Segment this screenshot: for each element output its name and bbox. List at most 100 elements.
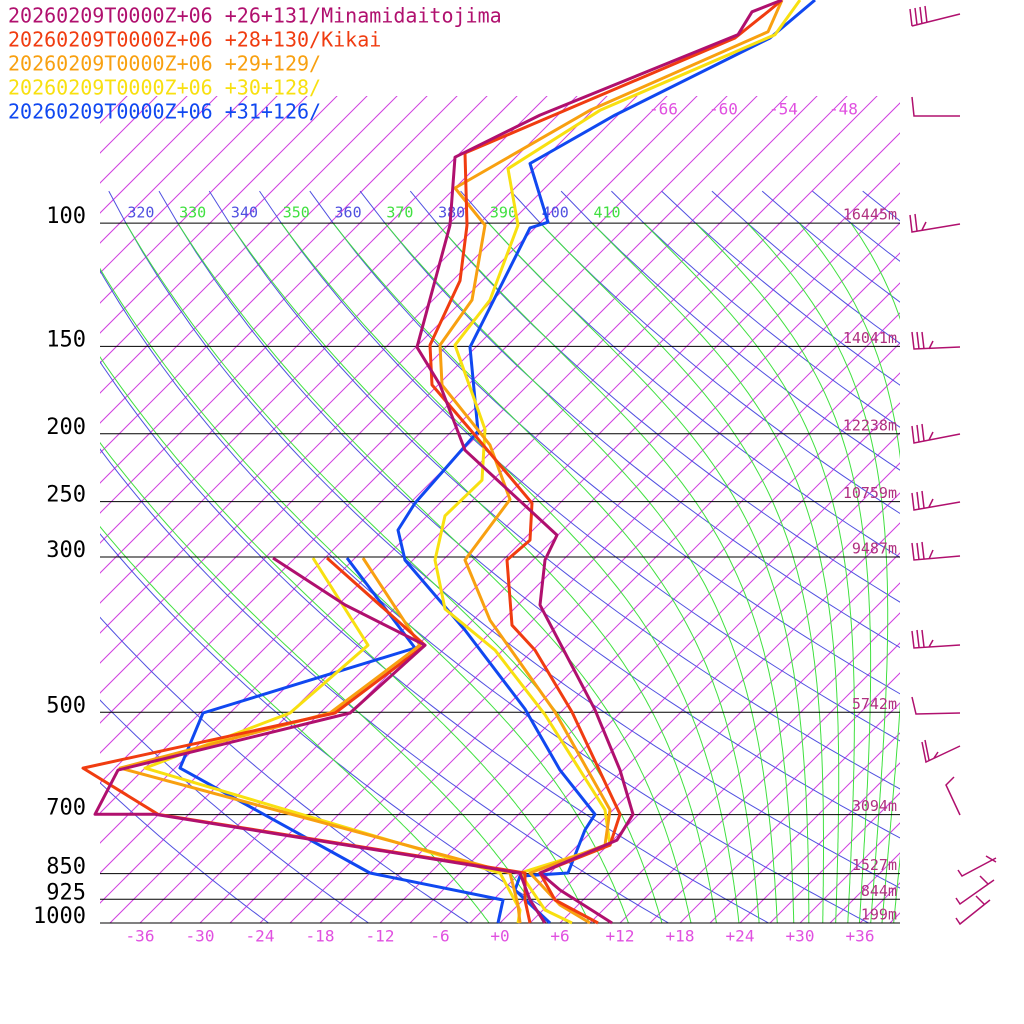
x-tick-label: +6 (550, 927, 569, 946)
isotherm (529, 552, 900, 924)
dry-adiabat (108, 190, 900, 889)
y-tick-label: 100 (46, 204, 86, 229)
isotherm (0, 23, 20, 923)
isotherm (100, 102, 900, 904)
soundings (81, 0, 816, 925)
isotherm (100, 96, 608, 604)
legend-entry: 20260209T0000Z+06 +31+126/ (8, 100, 321, 124)
isotherm (739, 762, 900, 924)
legend-entry: 20260209T0000Z+06 +26+131/Minamidaitojim… (8, 4, 502, 28)
isotherm (100, 96, 308, 304)
dry-adiabat (460, 190, 900, 558)
sounding-line (143, 0, 802, 925)
dry-adiabat (309, 190, 900, 695)
isotherm (499, 522, 900, 924)
isotherm (409, 432, 900, 924)
isotherm (259, 282, 900, 924)
wind-barbs (909, 5, 997, 926)
isotherm-label: -66 (649, 100, 678, 119)
moist-adiabat (125, 222, 663, 924)
isotherm (319, 342, 900, 924)
isotherm (0, 23, 110, 923)
dry-adiabat (208, 190, 900, 790)
height-label: 9487m (852, 540, 897, 558)
isotherm (100, 96, 788, 784)
moist-adiabat-label: 370 (386, 204, 413, 222)
dry-adiabat (259, 190, 900, 742)
isotherm (100, 96, 368, 364)
isotherm (100, 96, 188, 184)
isotherm (799, 822, 900, 924)
x-tick-label: +12 (606, 927, 635, 946)
height-label: 3094m (852, 797, 897, 815)
sounding-line (81, 0, 783, 925)
isotherm (100, 96, 728, 724)
x-tick-label: -18 (306, 927, 335, 946)
legend-entry: 20260209T0000Z+06 +28+130/Kikai (8, 28, 381, 52)
moist-adiabat-label: 330 (179, 204, 206, 222)
isotherm (100, 96, 548, 544)
isotherm (100, 96, 338, 334)
dry-adiabat (100, 533, 569, 924)
isotherm (769, 792, 900, 924)
isotherm (0, 23, 80, 923)
x-tick-label: -6 (430, 927, 449, 946)
height-label: 5742m (852, 695, 897, 713)
isotherm (100, 96, 818, 814)
dry-adiabat (359, 190, 900, 649)
isotherm (100, 96, 488, 484)
isotherm (709, 732, 900, 924)
isotherm (229, 252, 900, 924)
isotherm (619, 642, 900, 924)
dry-adiabat (158, 190, 900, 839)
dry-adiabat (100, 699, 369, 924)
y-tick-label: 150 (46, 327, 86, 352)
dry-adiabat-label: 340 (231, 204, 258, 222)
isotherm (199, 222, 900, 924)
isotherm (139, 162, 900, 924)
isotherm (169, 192, 900, 924)
isotherm (100, 96, 398, 394)
height-label: 199m (861, 906, 897, 924)
dry-adiabat (100, 360, 769, 924)
y-tick-label: 1000 (33, 904, 86, 929)
isotherm (100, 96, 848, 844)
isotherm (100, 96, 278, 274)
isotherm (100, 96, 668, 664)
isotherm (0, 23, 50, 923)
moist-adiabat-label: 410 (594, 204, 621, 222)
dry-adiabat (100, 448, 669, 924)
dry-adiabat (100, 782, 269, 924)
isotherm (100, 96, 248, 244)
isotherm (980, 23, 1024, 923)
isotherm (100, 96, 218, 214)
height-label: 14041m (843, 329, 897, 347)
isotherm (100, 96, 458, 454)
x-tick-label: -30 (186, 927, 215, 946)
sounding-line (93, 0, 783, 925)
isotherm-label: -54 (769, 100, 798, 119)
dry-adiabat (510, 190, 900, 515)
y-tick-label: 300 (46, 538, 86, 563)
x-tick-label: +36 (846, 927, 875, 946)
dry-adiabat-label: 360 (335, 204, 362, 222)
x-tick-label: +0 (490, 927, 509, 946)
isotherm (100, 96, 578, 574)
isotherm (920, 23, 1024, 923)
y-tick-label: 700 (46, 796, 86, 821)
isotherm (100, 96, 518, 514)
isotherm (679, 702, 900, 924)
x-tick-label: -12 (366, 927, 395, 946)
y-tick-label: 200 (46, 415, 86, 440)
y-tick-label: 250 (46, 483, 86, 508)
isotherm (439, 462, 900, 924)
moist-adiabat (384, 222, 778, 924)
height-label: 12238m (843, 416, 897, 434)
isotherm-label: -48 (829, 100, 858, 119)
height-label: 10759m (843, 484, 897, 502)
x-tick-label: -36 (126, 927, 155, 946)
x-tick-label: +18 (666, 927, 695, 946)
height-label: 16445m (843, 206, 897, 224)
isotherm (469, 492, 900, 924)
